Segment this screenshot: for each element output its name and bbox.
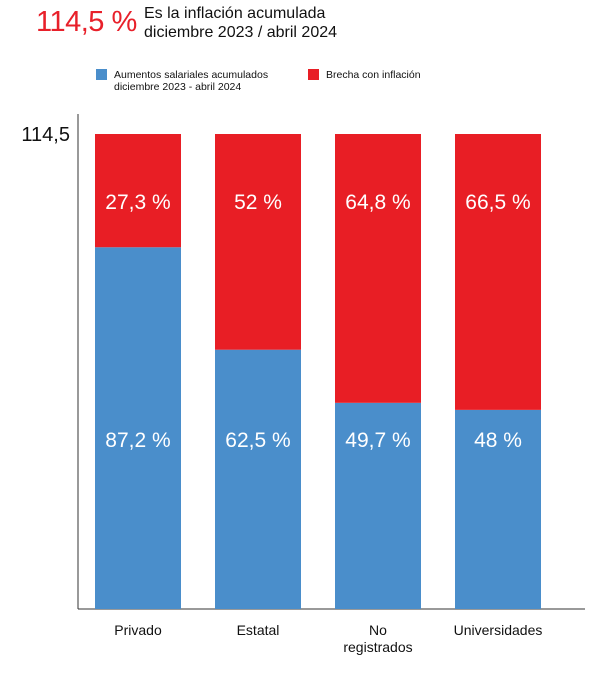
- data-label-brecha-1: 52 %: [234, 191, 282, 214]
- legend-swatch-blue: [96, 69, 107, 80]
- legend-label-aumentos-line-1: Aumentos salariales acumulados: [114, 69, 269, 81]
- x-category-label-2: No: [369, 622, 387, 638]
- data-label-aumentos-2: 49,7 %: [345, 429, 410, 452]
- data-label-aumentos-3: 48 %: [474, 429, 522, 452]
- legend-label-aumentos-line-2: diciembre 2023 - abril 2024: [114, 81, 242, 93]
- x-category-label-0: Privado: [114, 622, 162, 638]
- bar-brecha-1: [215, 134, 301, 350]
- data-label-brecha-2: 64,8 %: [345, 191, 410, 214]
- bar-aumentos-2: [335, 402, 421, 609]
- bar-aumentos-1: [215, 349, 301, 609]
- data-label-aumentos-1: 62,5 %: [225, 429, 290, 452]
- x-category-label-3: Universidades: [454, 622, 543, 638]
- data-label-brecha-0: 27,3 %: [105, 191, 170, 214]
- bar-brecha-0: [95, 134, 181, 248]
- headline-line-2: diciembre 2023 / abril 2024: [144, 24, 338, 41]
- headline-line-1: Es la inflación acumulada: [144, 5, 326, 22]
- data-label-brecha-3: 66,5 %: [465, 191, 530, 214]
- bar-brecha-2: [335, 134, 421, 403]
- x-category-label-1: Estatal: [237, 622, 280, 638]
- bar-brecha-3: [455, 134, 541, 410]
- bar-aumentos-0: [95, 247, 181, 609]
- legend-label-aumentos: Aumentos salariales acumulados diciembre…: [114, 69, 268, 93]
- data-label-aumentos-0: 87,2 %: [105, 429, 170, 452]
- x-category-label-2-line-1: registrados: [343, 639, 412, 655]
- bar-aumentos-3: [455, 409, 541, 609]
- legend-label-brecha: Brecha con inflación: [326, 69, 421, 81]
- headline-text: Es la inflación acumulada diciembre 2023…: [144, 4, 444, 42]
- y-tick-label: 114,5: [21, 124, 70, 146]
- inflation-value: 114,5 %: [36, 6, 137, 38]
- legend-swatch-red: [308, 69, 319, 80]
